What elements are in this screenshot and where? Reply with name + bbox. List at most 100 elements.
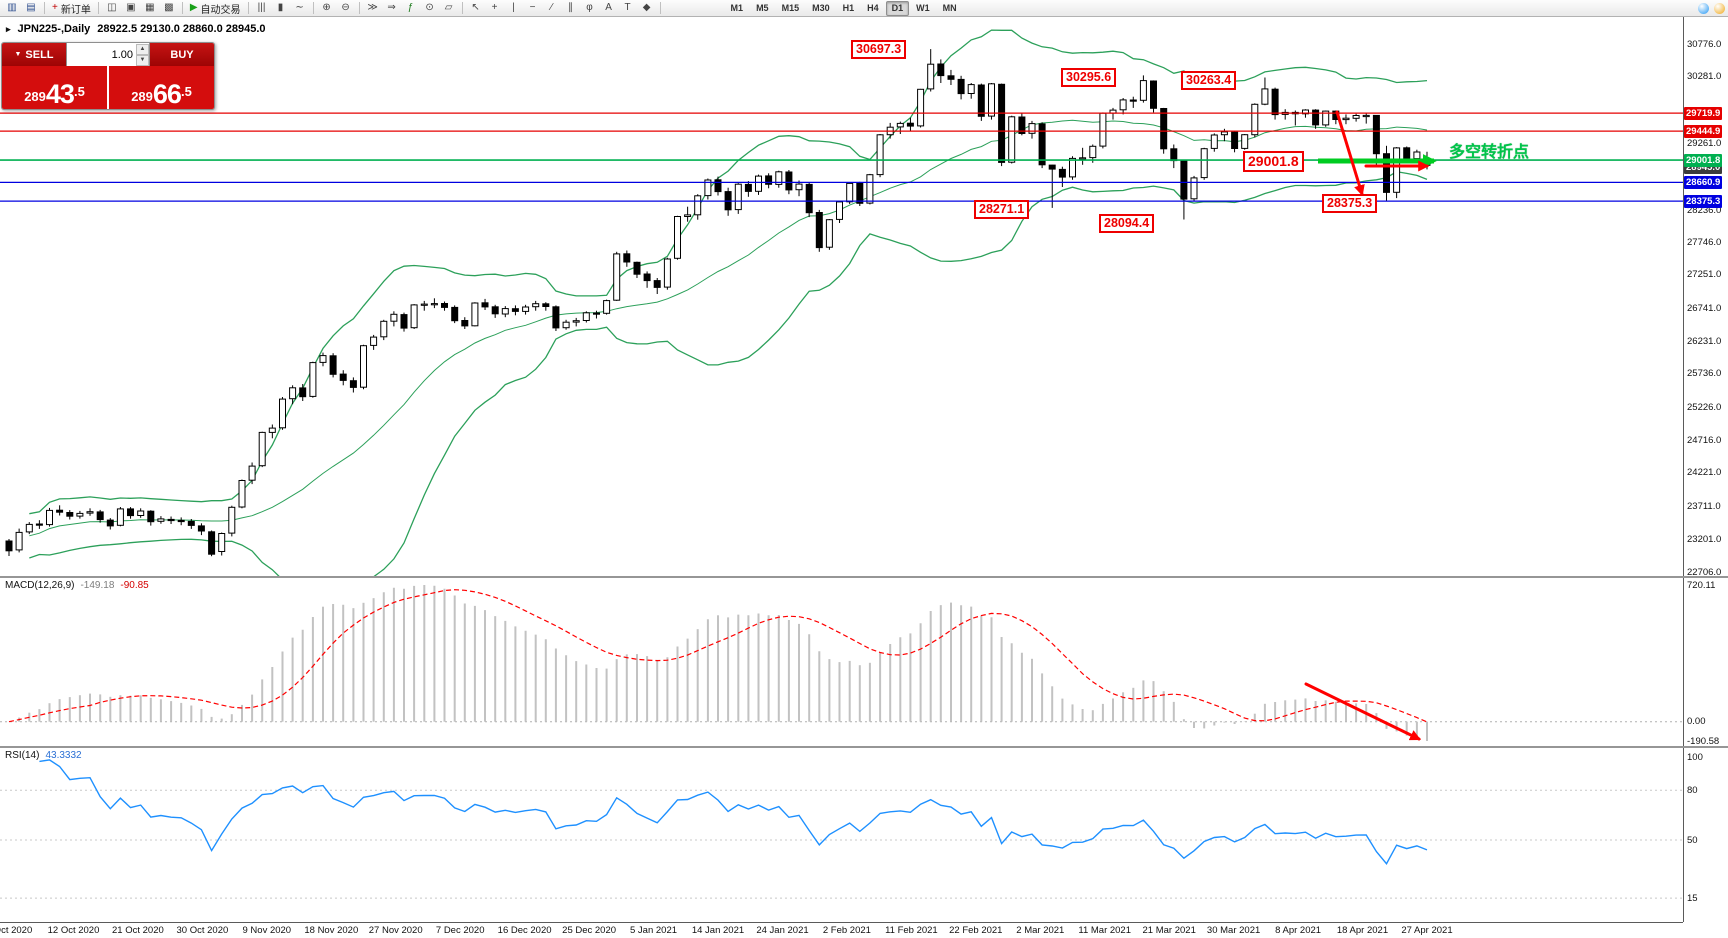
fibonacci-icon[interactable]: φ (581, 1, 599, 16)
templates-icon-glyph: ▱ (444, 2, 453, 13)
rsi-axis-label: 100 (1687, 751, 1703, 763)
turning-point-label[interactable]: 多空转折点 (1449, 144, 1530, 161)
timeframe-h4[interactable]: H4 (867, 3, 879, 13)
line-chart-icon-glyph: ∼ (295, 2, 304, 13)
indicators-icon[interactable]: ƒ (402, 1, 420, 16)
volume-input[interactable] (67, 48, 149, 61)
periods-icon[interactable]: ⊙ (421, 1, 439, 16)
fibonacci-icon-glyph: φ (586, 2, 593, 13)
timeframe-m1[interactable]: M1 (730, 3, 744, 13)
panel-separator[interactable] (0, 746, 1728, 748)
chart-shift-icon[interactable]: ⇒ (383, 1, 401, 16)
data-window-icon[interactable]: ▣ (122, 1, 140, 16)
price-flag[interactable]: 28094.4 (1099, 214, 1155, 233)
navigator-icon[interactable]: ▦ (141, 1, 159, 16)
main-chart[interactable] (0, 17, 1683, 576)
candles[interactable] (5, 49, 1431, 557)
macd-panel[interactable] (0, 578, 1683, 746)
timeframe-h1[interactable]: H1 (842, 3, 855, 13)
rsi-value: 43.3332 (45, 750, 82, 761)
auto-trading-button-label: 自动交易 (200, 4, 241, 16)
date-label: 9 Nov 2020 (242, 925, 292, 936)
macd-axis-label: 0.00 (1687, 716, 1706, 728)
candlestick-chart-icon-glyph: ▮ (277, 2, 284, 13)
timeframe-mn[interactable]: MN (942, 3, 957, 13)
buy-button[interactable]: BUY (150, 43, 214, 66)
date-label: 11 Feb 2021 (885, 925, 938, 936)
price-tick-label: 27251.0 (1687, 269, 1722, 281)
templates-icon[interactable]: ▱ (440, 1, 458, 16)
price-flag[interactable]: 28375.3 (1322, 194, 1378, 213)
label-icon[interactable]: T (619, 1, 637, 16)
macd-trend-arrow[interactable] (1304, 682, 1421, 741)
chart-shift-icon-glyph: ⇒ (387, 2, 396, 13)
rsi-axis-label: 80 (1687, 784, 1698, 796)
level-price-label: 29444.9 (1684, 124, 1723, 138)
timeframe-d1[interactable]: D1 (885, 0, 910, 16)
one-click-trading-panel: ▼ SELL ▲ ▼ BUY 289 43 .5 289 66 (1, 42, 215, 110)
new-order-button[interactable]: + 新订单 (49, 1, 94, 16)
collapse-icon[interactable]: ▼ (14, 51, 22, 58)
timeframe-w1[interactable]: W1 (916, 3, 930, 13)
cursor-icon-glyph: ↖ (471, 2, 480, 13)
chart-profiles-icon[interactable]: ▤ (22, 1, 40, 16)
zoom-in-icon-glyph: ⊕ (322, 2, 331, 13)
shapes-icon[interactable]: ◆ (638, 1, 656, 16)
alerts-icon[interactable] (1714, 2, 1725, 14)
bars-chart-icon[interactable]: ||| (253, 1, 271, 16)
price-tick-label: 26231.0 (1687, 335, 1722, 347)
channel-icon-glyph: ∥ (568, 2, 574, 13)
price-flag[interactable]: 30263.4 (1181, 71, 1237, 90)
zoom-out-icon-glyph: ⊖ (341, 2, 350, 13)
toolbar-separator (659, 2, 661, 14)
time-axis[interactable]: 2 Oct 2020 12 Oct 2020 21 Oct 2020 30 Oct 2… (0, 922, 1683, 938)
trend-arrow[interactable] (1335, 110, 1365, 197)
community-icon[interactable] (1698, 2, 1709, 14)
new-chart-icon-glyph: ▥ (7, 2, 17, 13)
timeframe-m5[interactable]: M5 (756, 3, 769, 13)
crosshair-icon[interactable]: + (486, 1, 504, 16)
toolbar-separator (44, 2, 45, 14)
price-flag[interactable]: 30697.3 (851, 40, 907, 59)
quote-bar: ▸ JPN225-,Daily 28922.5 29130.0 28860.0 … (6, 23, 266, 35)
chart-ohlc: 28922.5 29130.0 28860.0 28945.0 (97, 23, 266, 35)
date-label: 24 Jan 2021 (756, 925, 809, 936)
trendline-icon[interactable]: ∕ (543, 1, 561, 16)
vertical-line-icon[interactable]: | (505, 1, 523, 16)
price-flag[interactable]: 30295.6 (1061, 68, 1117, 87)
candlestick-chart-icon[interactable]: ▮ (272, 1, 290, 16)
price-flag[interactable]: 29001.8 (1243, 151, 1304, 172)
terminal-icon-glyph: ▩ (164, 2, 174, 13)
volume-up-icon[interactable]: ▲ (136, 43, 149, 55)
text-icon[interactable]: A (600, 1, 618, 16)
market-watch-icon[interactable]: ◫ (103, 1, 121, 16)
price-tick-label: 23711.0 (1687, 500, 1721, 512)
buy-price[interactable]: 289 66 .5 (109, 66, 214, 109)
sell-price[interactable]: 289 43 .5 (2, 66, 109, 109)
zoom-in-icon[interactable]: ⊕ (318, 1, 336, 16)
date-label: 8 Apr 2021 (1275, 925, 1322, 936)
annotation-layer: 30697.3 30295.6 30263.4 29001.8 28271.1 28094… (851, 40, 1378, 233)
macd-signal-line (8, 589, 1428, 723)
new-chart-icon[interactable]: ▥ (3, 1, 21, 16)
price-tick-label: 27746.0 (1687, 236, 1722, 248)
price-flag[interactable]: 28271.1 (974, 200, 1030, 219)
panel-separator[interactable] (0, 576, 1728, 578)
macd-axis-label: 720.11 (1687, 579, 1716, 591)
line-chart-icon[interactable]: ∼ (291, 1, 309, 16)
auto-trading-button[interactable]: ▶ 自动交易 (187, 1, 244, 16)
rsi-panel[interactable] (0, 748, 1683, 922)
zoom-out-icon[interactable]: ⊖ (337, 1, 355, 16)
auto-scroll-icon[interactable]: ≫ (364, 1, 382, 16)
timeframe-m15[interactable]: M15 (781, 3, 800, 13)
timeframe-m30[interactable]: M30 (812, 3, 830, 13)
periods-icon-glyph: ⊙ (425, 2, 434, 13)
channel-icon[interactable]: ∥ (562, 1, 580, 16)
cursor-icon[interactable]: ↖ (467, 1, 485, 16)
horizontal-line-icon[interactable]: − (524, 1, 542, 16)
price-tick-label: 29261.0 (1687, 137, 1722, 149)
terminal-icon[interactable]: ▩ (160, 1, 178, 16)
sell-button[interactable]: ▼ SELL (2, 43, 66, 66)
date-label: 2 Oct 2020 (0, 925, 33, 936)
volume-down-icon[interactable]: ▼ (136, 54, 149, 66)
